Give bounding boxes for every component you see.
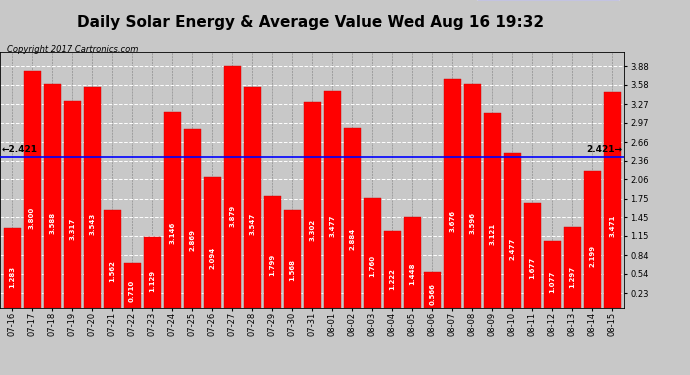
Text: 1.129: 1.129 (149, 270, 155, 292)
Bar (584, 171, 601, 308)
Text: 1.222: 1.222 (389, 268, 395, 290)
Text: 3.121: 3.121 (489, 223, 495, 245)
Bar (544, 240, 561, 308)
Bar (464, 84, 481, 308)
Bar (324, 91, 341, 308)
Text: Daily Solar Energy & Average Value Wed Aug 16 19:32: Daily Solar Energy & Average Value Wed A… (77, 15, 544, 30)
Text: 3.471: 3.471 (609, 214, 615, 237)
Bar (444, 79, 461, 308)
Bar (264, 196, 281, 308)
Bar (3, 228, 21, 308)
Text: 2.477: 2.477 (509, 238, 515, 260)
Text: ←2.421: ←2.421 (2, 146, 38, 154)
Bar (604, 92, 621, 308)
Bar (164, 112, 181, 308)
Text: 1.677: 1.677 (529, 257, 535, 279)
Text: 3.477: 3.477 (329, 214, 335, 237)
Text: 3.879: 3.879 (229, 205, 235, 227)
Bar (224, 66, 241, 308)
Text: 0.710: 0.710 (129, 280, 135, 302)
Bar (384, 231, 401, 308)
Text: 1.077: 1.077 (549, 271, 555, 293)
Text: 0.566: 0.566 (429, 283, 435, 305)
Text: 3.547: 3.547 (249, 213, 255, 235)
Bar (344, 128, 361, 308)
Text: 2.869: 2.869 (189, 229, 195, 251)
Bar (304, 102, 321, 308)
Text: 3.676: 3.676 (449, 210, 455, 232)
Text: 3.596: 3.596 (469, 211, 475, 234)
Bar (364, 198, 381, 308)
Text: 2.884: 2.884 (349, 228, 355, 251)
Bar (484, 113, 501, 308)
Bar (124, 263, 141, 308)
Text: 1.283: 1.283 (9, 266, 15, 288)
Bar (23, 71, 41, 308)
Text: 2.094: 2.094 (209, 247, 215, 269)
Bar (104, 210, 121, 308)
Text: 1.799: 1.799 (269, 254, 275, 276)
Text: 3.800: 3.800 (29, 207, 35, 229)
Bar (564, 227, 581, 308)
Bar (244, 87, 261, 308)
Text: 1.448: 1.448 (409, 262, 415, 285)
Bar (63, 101, 81, 308)
Bar (184, 129, 201, 308)
Bar (204, 177, 221, 308)
Text: 1.297: 1.297 (569, 266, 575, 288)
Text: 1.562: 1.562 (109, 260, 115, 282)
Bar (404, 217, 421, 308)
Text: 1.568: 1.568 (289, 260, 295, 282)
Bar (524, 203, 541, 308)
Bar (504, 153, 521, 308)
Bar (144, 237, 161, 308)
Text: 3.317: 3.317 (69, 218, 75, 240)
Text: 3.543: 3.543 (89, 213, 95, 235)
Text: Copyright 2017 Cartronics.com: Copyright 2017 Cartronics.com (7, 45, 138, 54)
Text: 2.199: 2.199 (589, 244, 595, 267)
Bar (43, 84, 61, 308)
Bar (284, 210, 301, 308)
Text: 3.146: 3.146 (169, 222, 175, 244)
Bar (424, 272, 441, 308)
Text: 3.302: 3.302 (309, 218, 315, 240)
Bar (83, 87, 101, 308)
Text: 3.588: 3.588 (49, 211, 55, 234)
Text: 1.760: 1.760 (369, 255, 375, 277)
Text: 2.421→: 2.421→ (586, 146, 622, 154)
